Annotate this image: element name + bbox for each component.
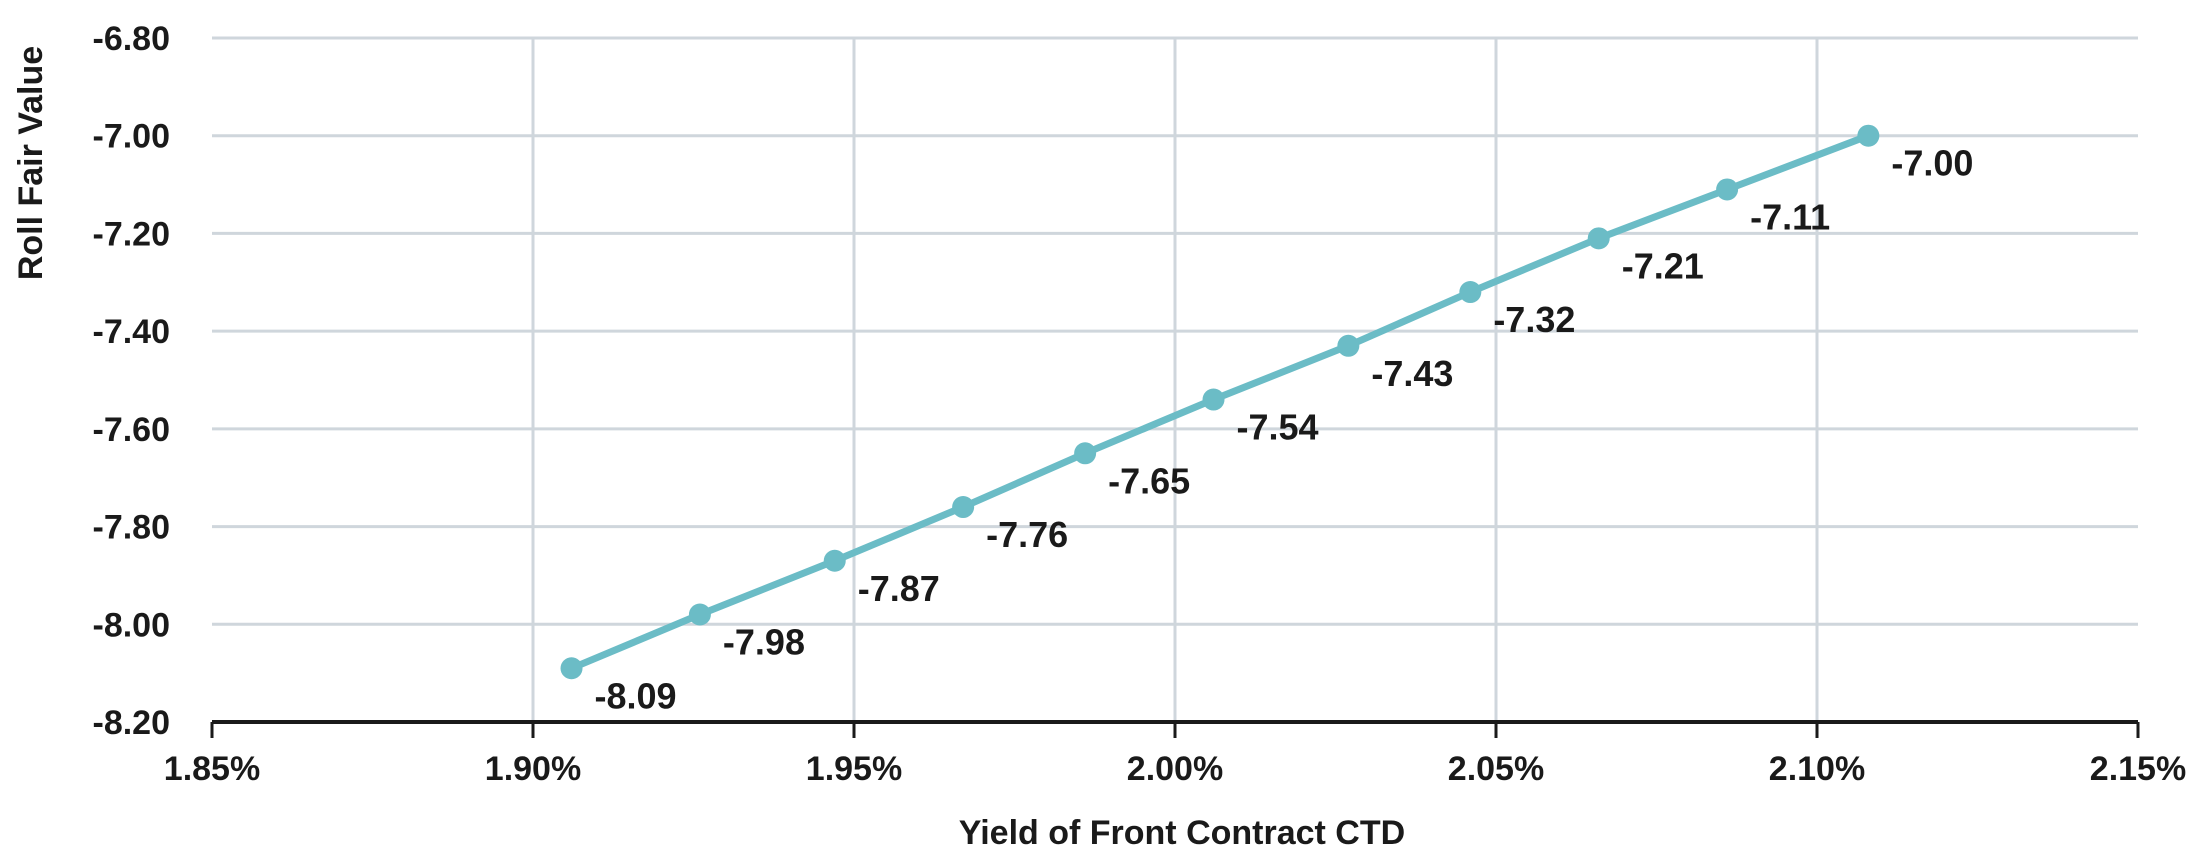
y-tick-label: -7.20 — [93, 215, 171, 253]
data-label: -7.65 — [1108, 460, 1190, 501]
data-point — [1857, 124, 1880, 147]
data-label: -7.00 — [1891, 143, 1973, 184]
data-series — [560, 124, 1880, 680]
data-label: -7.76 — [986, 514, 1068, 555]
data-point — [1459, 281, 1482, 304]
x-tick-label: 2.05% — [1448, 750, 1544, 788]
y-tick-label: -7.60 — [93, 411, 171, 449]
x-tick-label: 2.00% — [1127, 750, 1223, 788]
data-label: -7.21 — [1622, 245, 1704, 286]
data-point — [823, 549, 846, 572]
data-label: -8.09 — [595, 675, 677, 716]
y-tick-label: -6.80 — [93, 20, 171, 58]
x-tick-label: 2.10% — [1769, 750, 1865, 788]
y-tick-label: -8.20 — [93, 704, 171, 742]
y-tick-label: -7.00 — [93, 118, 171, 156]
x-axis-title: Yield of Front Contract CTD — [959, 814, 1405, 852]
x-tick-label: 1.85% — [164, 750, 260, 788]
data-point — [952, 496, 975, 519]
data-point — [688, 603, 711, 626]
data-point — [1074, 442, 1097, 465]
data-label: -7.54 — [1237, 407, 1319, 448]
y-axis-title: Roll Fair Value — [12, 46, 50, 280]
data-point — [1202, 388, 1225, 411]
data-point — [1587, 227, 1610, 250]
y-tick-label: -7.40 — [93, 313, 171, 351]
data-label: -7.43 — [1371, 353, 1453, 394]
x-tick-label: 1.95% — [806, 750, 902, 788]
data-label: -7.98 — [723, 622, 805, 663]
data-point — [560, 657, 583, 680]
x-tick-label: 2.15% — [2090, 750, 2186, 788]
data-labels: -8.09 -7.98 -7.87 -7.76 -7.65 -7.54 -7.43 -7.32… — [595, 143, 1974, 717]
data-label: -7.11 — [1750, 196, 1830, 237]
y-tick-label: -8.00 — [93, 606, 171, 644]
y-tick-label: -7.80 — [93, 509, 171, 547]
data-label: -7.87 — [858, 568, 940, 609]
data-point — [1337, 334, 1360, 357]
data-label: -7.32 — [1493, 299, 1575, 340]
axes: -6.80 -7.00 -7.20 -7.40 -7.60 -7.80 -8.00 -8.20… — [93, 20, 2187, 788]
data-point — [1716, 178, 1739, 201]
x-tick-label: 1.90% — [485, 750, 581, 788]
